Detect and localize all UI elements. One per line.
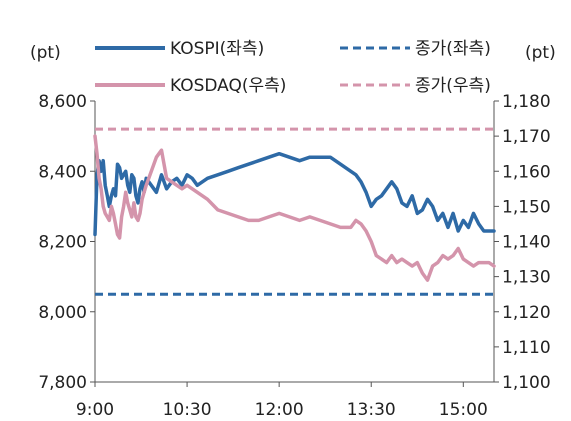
right-tick-label: 1,110 [502,338,551,358]
right-tick-label: 1,150 [502,197,551,217]
right-tick-label: 1,170 [502,127,551,147]
x-tick-label: 9:00 [76,400,114,420]
legend-label-kospi: KOSPI(좌측) [170,39,264,59]
right-tick-label: 1,120 [502,303,551,323]
legend: KOSPI(좌측) 종가(좌측) KOSDAQ(우측) 종가(우측) [95,39,491,96]
left-tick-label: 8,200 [38,233,87,253]
series-line-right [93,134,496,282]
legend-label-kospi-close: 종가(좌측) [415,39,491,59]
axes: 7,800 8,000 8,200 8,400 8,600 1,100 1,110 1,120… [38,92,550,420]
x-tick-label: 15:00 [439,400,488,420]
right-tick-label: 1,130 [502,268,551,288]
x-tick-label: 13:30 [347,400,396,420]
right-unit-label: (pt) [525,43,556,63]
x-tick-label: 10:30 [163,400,212,420]
left-tick-label: 8,000 [38,303,87,323]
left-unit-label: (pt) [30,43,61,63]
legend-label-kosdaq: KOSDAQ(우측) [170,76,286,96]
left-tick-label: 7,800 [38,373,87,393]
legend-label-kosdaq-close: 종가(우측) [415,76,491,96]
right-tick-label: 1,100 [502,373,551,393]
right-tick-label: 1,140 [502,233,551,253]
series-line-left [93,151,496,237]
right-tick-label: 1,180 [502,92,551,112]
right-tick-label: 1,160 [502,162,551,182]
left-tick-label: 8,600 [38,92,87,112]
x-tick-label: 12:00 [255,400,304,420]
left-tick-label: 8,400 [38,162,87,182]
plot-lines [93,127,496,296]
